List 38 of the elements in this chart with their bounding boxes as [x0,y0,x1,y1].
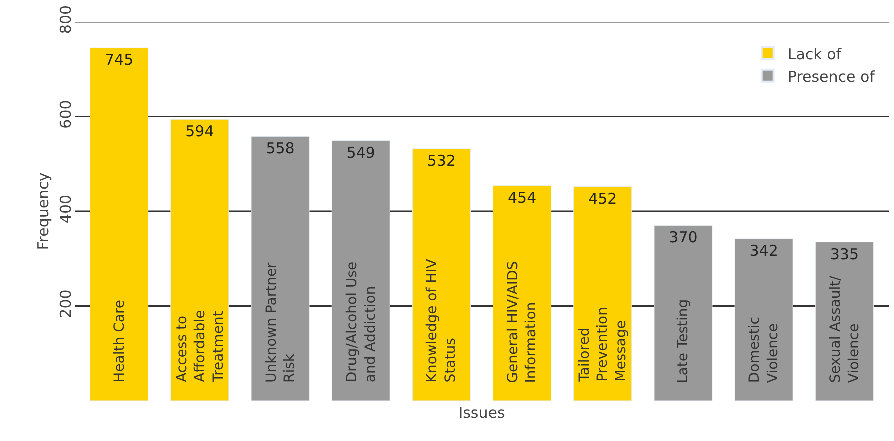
legend-label: Presence of [788,68,876,86]
bar [574,186,632,401]
data-label: 745 [105,51,134,70]
bar [251,136,310,401]
bar [412,148,471,401]
y-tick-label: 600 [57,100,75,129]
data-label: 454 [508,188,537,207]
bar [815,242,874,401]
y-axis-title: Frequency [34,172,52,250]
bar [170,119,230,401]
bar [90,48,149,401]
y-tick-label: 800 [57,5,75,34]
x-tick-label: Unknown Partner Risk [264,262,298,384]
data-label: 370 [669,228,698,247]
x-axis-title: Issues [458,404,506,422]
x-tick-label: Drug/Alcohol Use and Addiction [344,262,379,383]
data-label: 335 [830,245,859,264]
data-label: 452 [588,190,618,208]
x-tick-label: Health Care [112,300,128,383]
x-tick-label: Access to Affordable Treatment [174,310,227,384]
x-tick-label: Knowledge of HIV Status [424,258,459,383]
data-label: 558 [266,140,295,158]
x-tick-label: Late Testing [675,299,692,384]
x-tick-label: General HIV/AIDS Information [505,261,540,384]
data-label: 594 [186,122,214,141]
x-tick-label: Sexual Assault/ Violence [828,276,862,384]
data-label: 342 [750,242,778,260]
y-tick-label: 400 [57,194,75,224]
data-label: 532 [427,152,456,170]
x-tick-label: Domestic Violence [747,317,782,384]
bar [332,140,390,401]
legend-label: Lack of [788,45,842,64]
bar [654,225,713,401]
y-tick-label: 200 [57,290,75,318]
x-tick-label: Tailored Prevention Message [576,307,630,383]
bar [734,238,794,401]
data-label: 549 [346,144,376,162]
bar [493,186,552,401]
